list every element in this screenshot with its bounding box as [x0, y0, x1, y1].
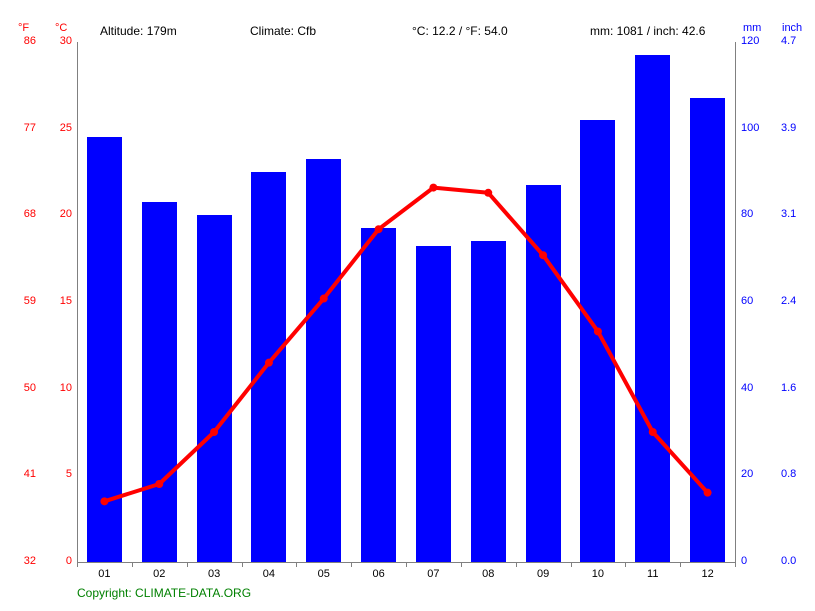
precip-bar — [635, 55, 670, 562]
tick-celsius: 15 — [48, 295, 72, 307]
tick-mm: 100 — [741, 122, 759, 134]
tick-month: 02 — [147, 568, 171, 580]
tick-month: 05 — [312, 568, 336, 580]
altitude-label: Altitude: 179m — [100, 24, 177, 38]
tick-fahrenheit: 86 — [12, 35, 36, 47]
climate-label: Climate: Cfb — [250, 24, 316, 38]
precip-bar — [580, 120, 615, 562]
precip-bar — [416, 246, 451, 562]
tick-mm: 80 — [741, 208, 753, 220]
tick-month: 12 — [696, 568, 720, 580]
temp-summary-label: °C: 12.2 / °F: 54.0 — [412, 24, 508, 38]
tick-fahrenheit: 77 — [12, 122, 36, 134]
precip-bar — [471, 241, 506, 562]
tick-inch: 0.8 — [781, 468, 796, 480]
tick-month: 10 — [586, 568, 610, 580]
tick-inch: 2.4 — [781, 295, 796, 307]
tick-celsius: 5 — [48, 468, 72, 480]
tick-month: 11 — [641, 568, 665, 580]
tick-celsius: 20 — [48, 208, 72, 220]
tick-month: 08 — [476, 568, 500, 580]
precip-bar — [690, 98, 725, 562]
x-tick-mark — [516, 562, 517, 567]
axis-title-c: °C — [55, 22, 67, 34]
axis-title-f: °F — [18, 22, 29, 34]
tick-inch: 0.0 — [781, 555, 796, 567]
x-tick-mark — [242, 562, 243, 567]
tick-month: 01 — [92, 568, 116, 580]
precip-bar — [197, 215, 232, 562]
plot-border-right — [735, 42, 736, 562]
tick-mm: 40 — [741, 382, 753, 394]
precip-bar — [526, 185, 561, 562]
x-tick-mark — [571, 562, 572, 567]
x-tick-mark — [625, 562, 626, 567]
precip-bar — [142, 202, 177, 562]
tick-mm: 120 — [741, 35, 759, 47]
axis-title-mm: mm — [743, 22, 761, 34]
tick-fahrenheit: 41 — [12, 468, 36, 480]
x-tick-mark — [680, 562, 681, 567]
tick-inch: 4.7 — [781, 35, 796, 47]
copyright-text: Copyright: CLIMATE-DATA.ORG — [77, 586, 251, 600]
tick-inch: 3.1 — [781, 208, 796, 220]
x-tick-mark — [461, 562, 462, 567]
x-tick-mark — [351, 562, 352, 567]
tick-celsius: 0 — [48, 555, 72, 567]
precip-bar — [87, 137, 122, 562]
precip-summary-label: mm: 1081 / inch: 42.6 — [590, 24, 705, 38]
tick-month: 04 — [257, 568, 281, 580]
tick-month: 09 — [531, 568, 555, 580]
tick-inch: 3.9 — [781, 122, 796, 134]
climate-chart: Altitude: 179m Climate: Cfb °C: 12.2 / °… — [0, 0, 815, 611]
tick-mm: 60 — [741, 295, 753, 307]
axis-title-inch: inch — [782, 22, 802, 34]
tick-celsius: 30 — [48, 35, 72, 47]
x-tick-mark — [296, 562, 297, 567]
precip-bar — [361, 228, 396, 562]
x-tick-mark — [77, 562, 78, 567]
x-tick-mark — [187, 562, 188, 567]
tick-inch: 1.6 — [781, 382, 796, 394]
precip-bar — [251, 172, 286, 562]
tick-month: 03 — [202, 568, 226, 580]
tick-celsius: 25 — [48, 122, 72, 134]
precip-bar — [306, 159, 341, 562]
tick-fahrenheit: 68 — [12, 208, 36, 220]
x-tick-mark — [132, 562, 133, 567]
x-tick-mark — [406, 562, 407, 567]
tick-fahrenheit: 32 — [12, 555, 36, 567]
tick-fahrenheit: 59 — [12, 295, 36, 307]
tick-fahrenheit: 50 — [12, 382, 36, 394]
tick-mm: 20 — [741, 468, 753, 480]
tick-month: 07 — [421, 568, 445, 580]
tick-mm: 0 — [741, 555, 747, 567]
x-tick-mark — [735, 562, 736, 567]
tick-celsius: 10 — [48, 382, 72, 394]
plot-border-left — [77, 42, 78, 562]
tick-month: 06 — [367, 568, 391, 580]
